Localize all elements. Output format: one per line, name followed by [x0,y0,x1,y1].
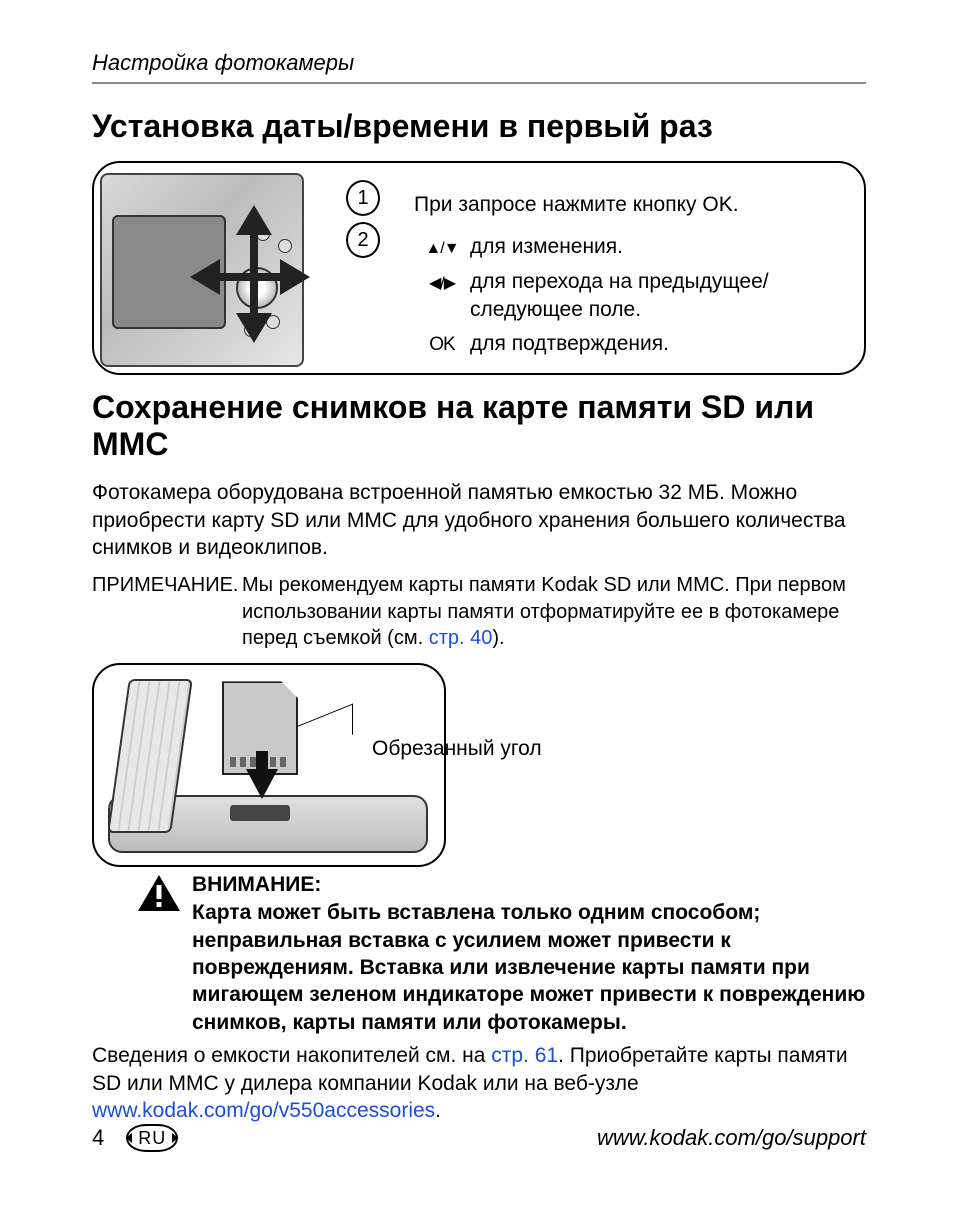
step-number-1: 1 [346,181,380,215]
link-page-40[interactable]: стр. 40 [429,627,493,649]
arrow-right-icon [280,259,310,295]
warning-block: ВНИМАНИЕ: Карта может быть вставлена тол… [92,873,866,1035]
link-accessories-url[interactable]: www.kodak.com/go/v550accessories [92,1099,435,1122]
language-badge: RU [126,1124,178,1152]
step1-text: При запросе нажмите кнопку OK. [414,191,856,219]
step-number-2: 2 [346,223,380,257]
running-header: Настройка фотокамеры [92,50,866,76]
page-number: 4 [92,1125,104,1151]
ok-label-icon: OK [414,330,470,358]
arrow-left-icon [190,259,220,295]
sdcard-illustration [92,663,446,867]
step2-line2: для перехода на предыдущее/ следующее по… [470,268,856,325]
section1-title: Установка даты/времени в первый раз [92,108,866,145]
updown-icon: ▲/▼ [414,233,470,261]
link-page-61[interactable]: стр. 61 [491,1044,558,1067]
warning-body: Карта может быть вставлена только одним … [192,899,866,1035]
note-body: Мы рекомендуем карты памяти Kodak SD или… [242,572,866,651]
note-row: ПРИМЕЧАНИЕ. Мы рекомендуем карты памяти … [92,572,866,651]
page: Настройка фотокамеры Установка даты/врем… [0,0,954,1214]
insert-arrow-icon [246,769,278,799]
warning-title: ВНИМАНИЕ: [192,873,866,897]
warning-icon [92,873,192,913]
arrow-down-icon [236,313,272,343]
footer-url: www.kodak.com/go/support [597,1125,866,1151]
header-rule [92,82,866,84]
steps-area: 1 2 При запросе нажмите кнопку OK. ▲/▼ д… [314,163,864,373]
page-footer: 4 RU www.kodak.com/go/support [92,1124,866,1152]
section2-paragraph-1: Фотокамера оборудована встроенной память… [92,479,866,562]
leader-line [296,704,353,758]
leftright-icon: ◀/▶ [414,268,470,296]
note-label: ПРИМЕЧАНИЕ. [92,572,242,651]
step2-line3: для подтверждения. [470,330,856,358]
step2-line1: для изменения. [470,233,856,261]
camera-back-drawing [94,163,314,373]
datetime-illustration: 1 2 При запросе нажмите кнопку OK. ▲/▼ д… [92,161,866,375]
section2-paragraph-2: Сведения о емкости накопителей см. на ст… [92,1042,866,1125]
section2-title: Сохранение снимков на карте памяти SD ил… [92,389,866,463]
arrow-up-icon [236,205,272,235]
notched-corner-label: Обрезанный угол [372,737,542,761]
